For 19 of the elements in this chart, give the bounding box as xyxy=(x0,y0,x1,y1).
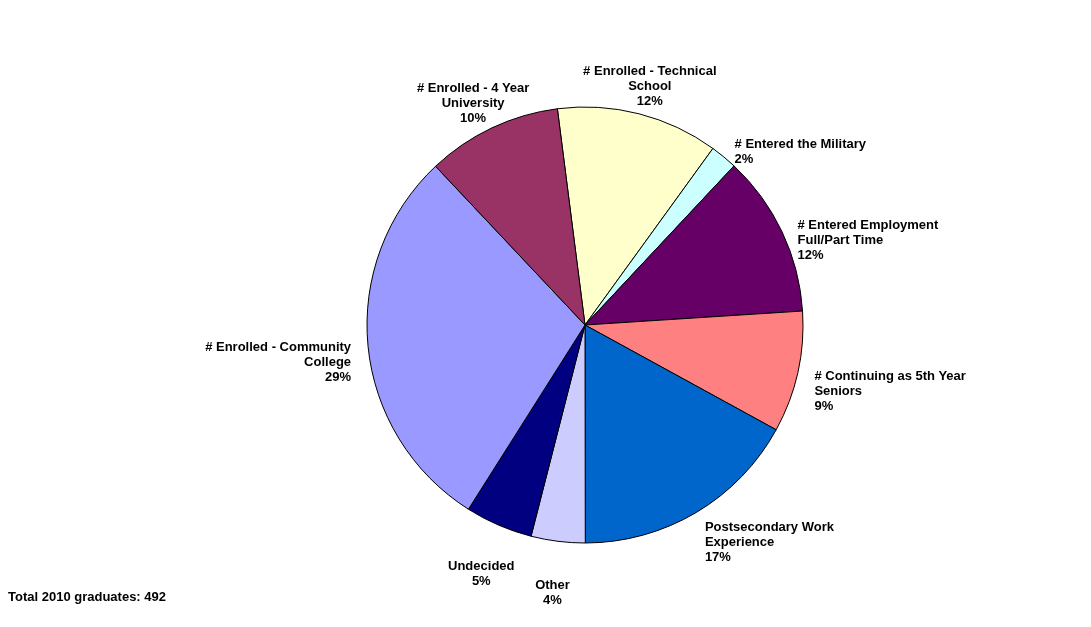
slice-label: # Enrolled - Community College xyxy=(205,339,352,370)
slice-label: Postsecondary Work Experience xyxy=(704,519,835,550)
slice-label: # Entered Employment Full/Part Time xyxy=(797,216,940,247)
data-label: 2% xyxy=(734,150,754,166)
slice-label: # Continuing as 5th Year Seniors xyxy=(814,367,966,398)
slice-label: # Enrolled - Technical School xyxy=(583,63,717,94)
data-label: 9% xyxy=(814,397,834,413)
data-label: 17% xyxy=(704,549,732,565)
slice-label: # Entered the Military xyxy=(734,135,867,151)
data-label: 12% xyxy=(797,246,824,262)
slice-label: Other xyxy=(535,576,570,592)
data-label: 4% xyxy=(543,591,563,607)
data-label: 5% xyxy=(471,572,492,588)
data-label: 12% xyxy=(636,93,664,109)
slice-label: # Enrolled - 4 Year University xyxy=(416,80,530,111)
data-label: 10% xyxy=(460,110,487,126)
data-label: 29% xyxy=(325,369,352,385)
slice-label: Undecided xyxy=(448,557,515,573)
text: Total 2010 graduates: 492 xyxy=(8,589,166,604)
